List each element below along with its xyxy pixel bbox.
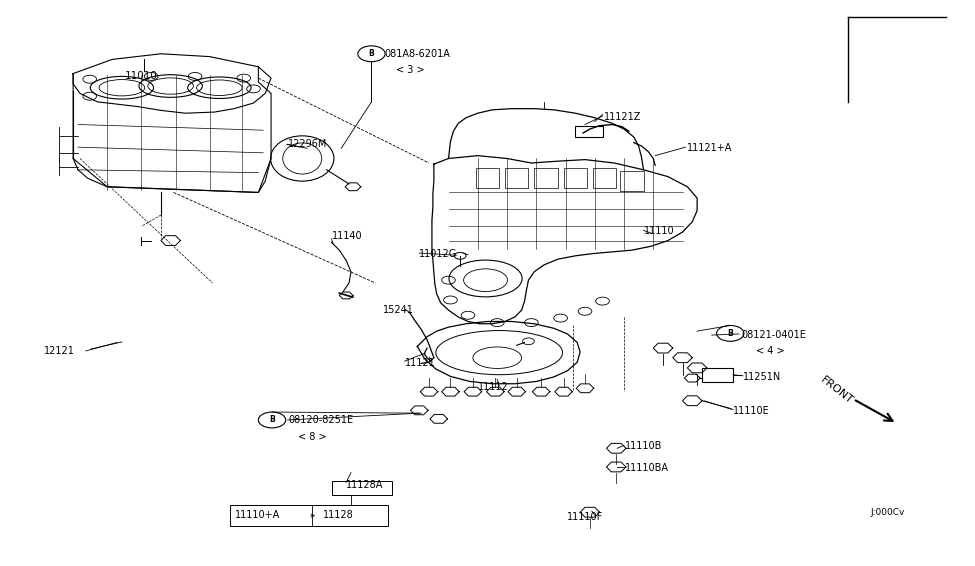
Text: 081A8-6201A: 081A8-6201A [384, 49, 450, 59]
Text: 11110E: 11110E [733, 406, 770, 416]
Text: 11121: 11121 [405, 358, 436, 368]
Text: < 8 >: < 8 > [298, 432, 327, 442]
Text: 12296M: 12296M [288, 139, 327, 149]
Text: 11128A: 11128A [346, 480, 383, 490]
Text: 11012G: 11012G [419, 248, 457, 259]
Text: 11251N: 11251N [743, 372, 781, 382]
Bar [564, 168, 587, 188]
Text: 11121Z: 11121Z [604, 112, 641, 122]
Text: J:000Cv: J:000Cv [871, 508, 905, 517]
Text: 15241: 15241 [383, 305, 414, 315]
Bar [505, 168, 528, 188]
Bar [476, 168, 499, 188]
Text: 12121: 12121 [44, 346, 75, 356]
Bar [593, 168, 616, 188]
Text: 11110B: 11110B [625, 441, 662, 451]
Text: 11110: 11110 [644, 226, 674, 237]
Text: B: B [269, 415, 275, 424]
Text: B: B [727, 329, 733, 338]
Text: FRONT: FRONT [818, 375, 855, 406]
Bar [620, 171, 644, 191]
Text: 11140: 11140 [332, 231, 362, 241]
Text: 11112: 11112 [478, 382, 509, 392]
Text: 08121-0401E: 08121-0401E [741, 330, 806, 340]
Bar [702, 368, 733, 382]
Text: 11121+A: 11121+A [687, 143, 733, 153]
Text: 11128: 11128 [323, 510, 354, 520]
Bar [534, 168, 558, 188]
Text: < 4 >: < 4 > [756, 346, 784, 356]
Text: 08120-8251E: 08120-8251E [289, 415, 354, 425]
Text: < 3 >: < 3 > [396, 65, 424, 75]
Text: 11110F: 11110F [567, 512, 604, 522]
Text: 11110+A: 11110+A [235, 510, 280, 520]
Bar [332, 481, 392, 495]
Text: 11010: 11010 [125, 71, 158, 82]
Text: 11110BA: 11110BA [625, 462, 669, 473]
Bar [575, 126, 603, 137]
Text: B: B [369, 49, 374, 58]
Bar [230, 505, 388, 526]
